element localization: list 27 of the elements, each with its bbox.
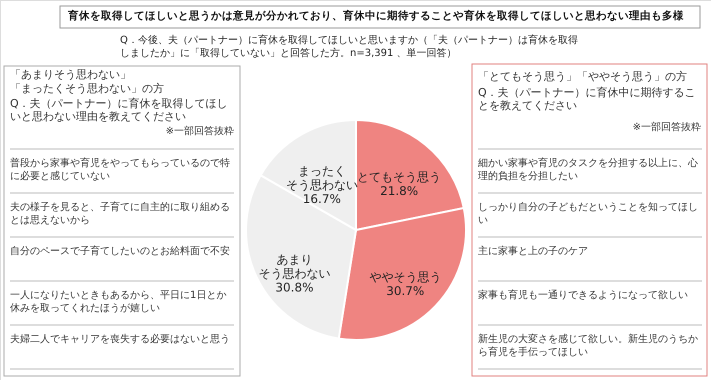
text: 「とてもそう思う」「ややそう思う」の方 (478, 70, 687, 83)
data-label: 21.8% (380, 184, 418, 198)
text: 一人になりたいときもあるから、平日に1日とか休みを取ってくれたほうが嬉しい (10, 290, 226, 314)
text: 「あまりそう思わない」 (10, 68, 131, 81)
chart-subtitle: Q．今後、夫（パートナー）に育休を取得してほしいと思いますか（「夫（パートナー）は育休を取得しましたか」に「取得していない」と回答した方。n=3,391 、単一回答） (120, 34, 578, 59)
slice-label: ややそう思う (369, 270, 442, 284)
text: Q．夫（パートナー）に育休中に期待することを教えてください (478, 86, 696, 112)
text: 家事も育児も一通りできるようになって欲しい (478, 289, 688, 301)
text: ※一部回答抜粋 (632, 121, 701, 133)
text: しっかり自分の子どもだということを知ってほしい (478, 201, 698, 226)
data-label: 30.7% (386, 284, 424, 298)
data-label: 30.8% (275, 280, 314, 294)
text: ※一部回答抜粋 (166, 125, 234, 137)
text: 主に家事と上の子のケア (478, 245, 588, 257)
slice-label: とてもそう思う (357, 170, 442, 184)
chart-title: 育休を取得してほしいと思うかは意見が分かれており、育休中に期待することや育休を取得してほしいと思わない理由も多様 (67, 9, 685, 22)
text: 夫婦二人でキャリアを喪失する必要はないと思う (10, 333, 230, 345)
slice-label: あまりそう思わない (258, 252, 330, 280)
text: 普段から家事や育児をやってもらっているので特に必要と感じていない (10, 157, 230, 182)
text: 夫の様子を見ると、子育てに自主的に取り組めるとは思えないから (10, 201, 230, 226)
text: Q．夫（パートナー）に育休を取得してほしいと思わない理由を教えてください (10, 97, 228, 123)
text: 「まったくそう思わない」の方 (10, 82, 164, 95)
data-label: 16.7% (302, 192, 341, 206)
slice-label: まったくそう思わない (286, 164, 358, 192)
text: 新生児の大変さを感じて欲しい。新生児のうちから育児を手伝ってほしい (478, 333, 698, 358)
text: 細かい家事や育児のタスクを分担する以上に、心理的負担を分担したい (477, 157, 698, 182)
text: 自分のペースで子育てしたいのとお給料面で不安 (10, 245, 230, 257)
